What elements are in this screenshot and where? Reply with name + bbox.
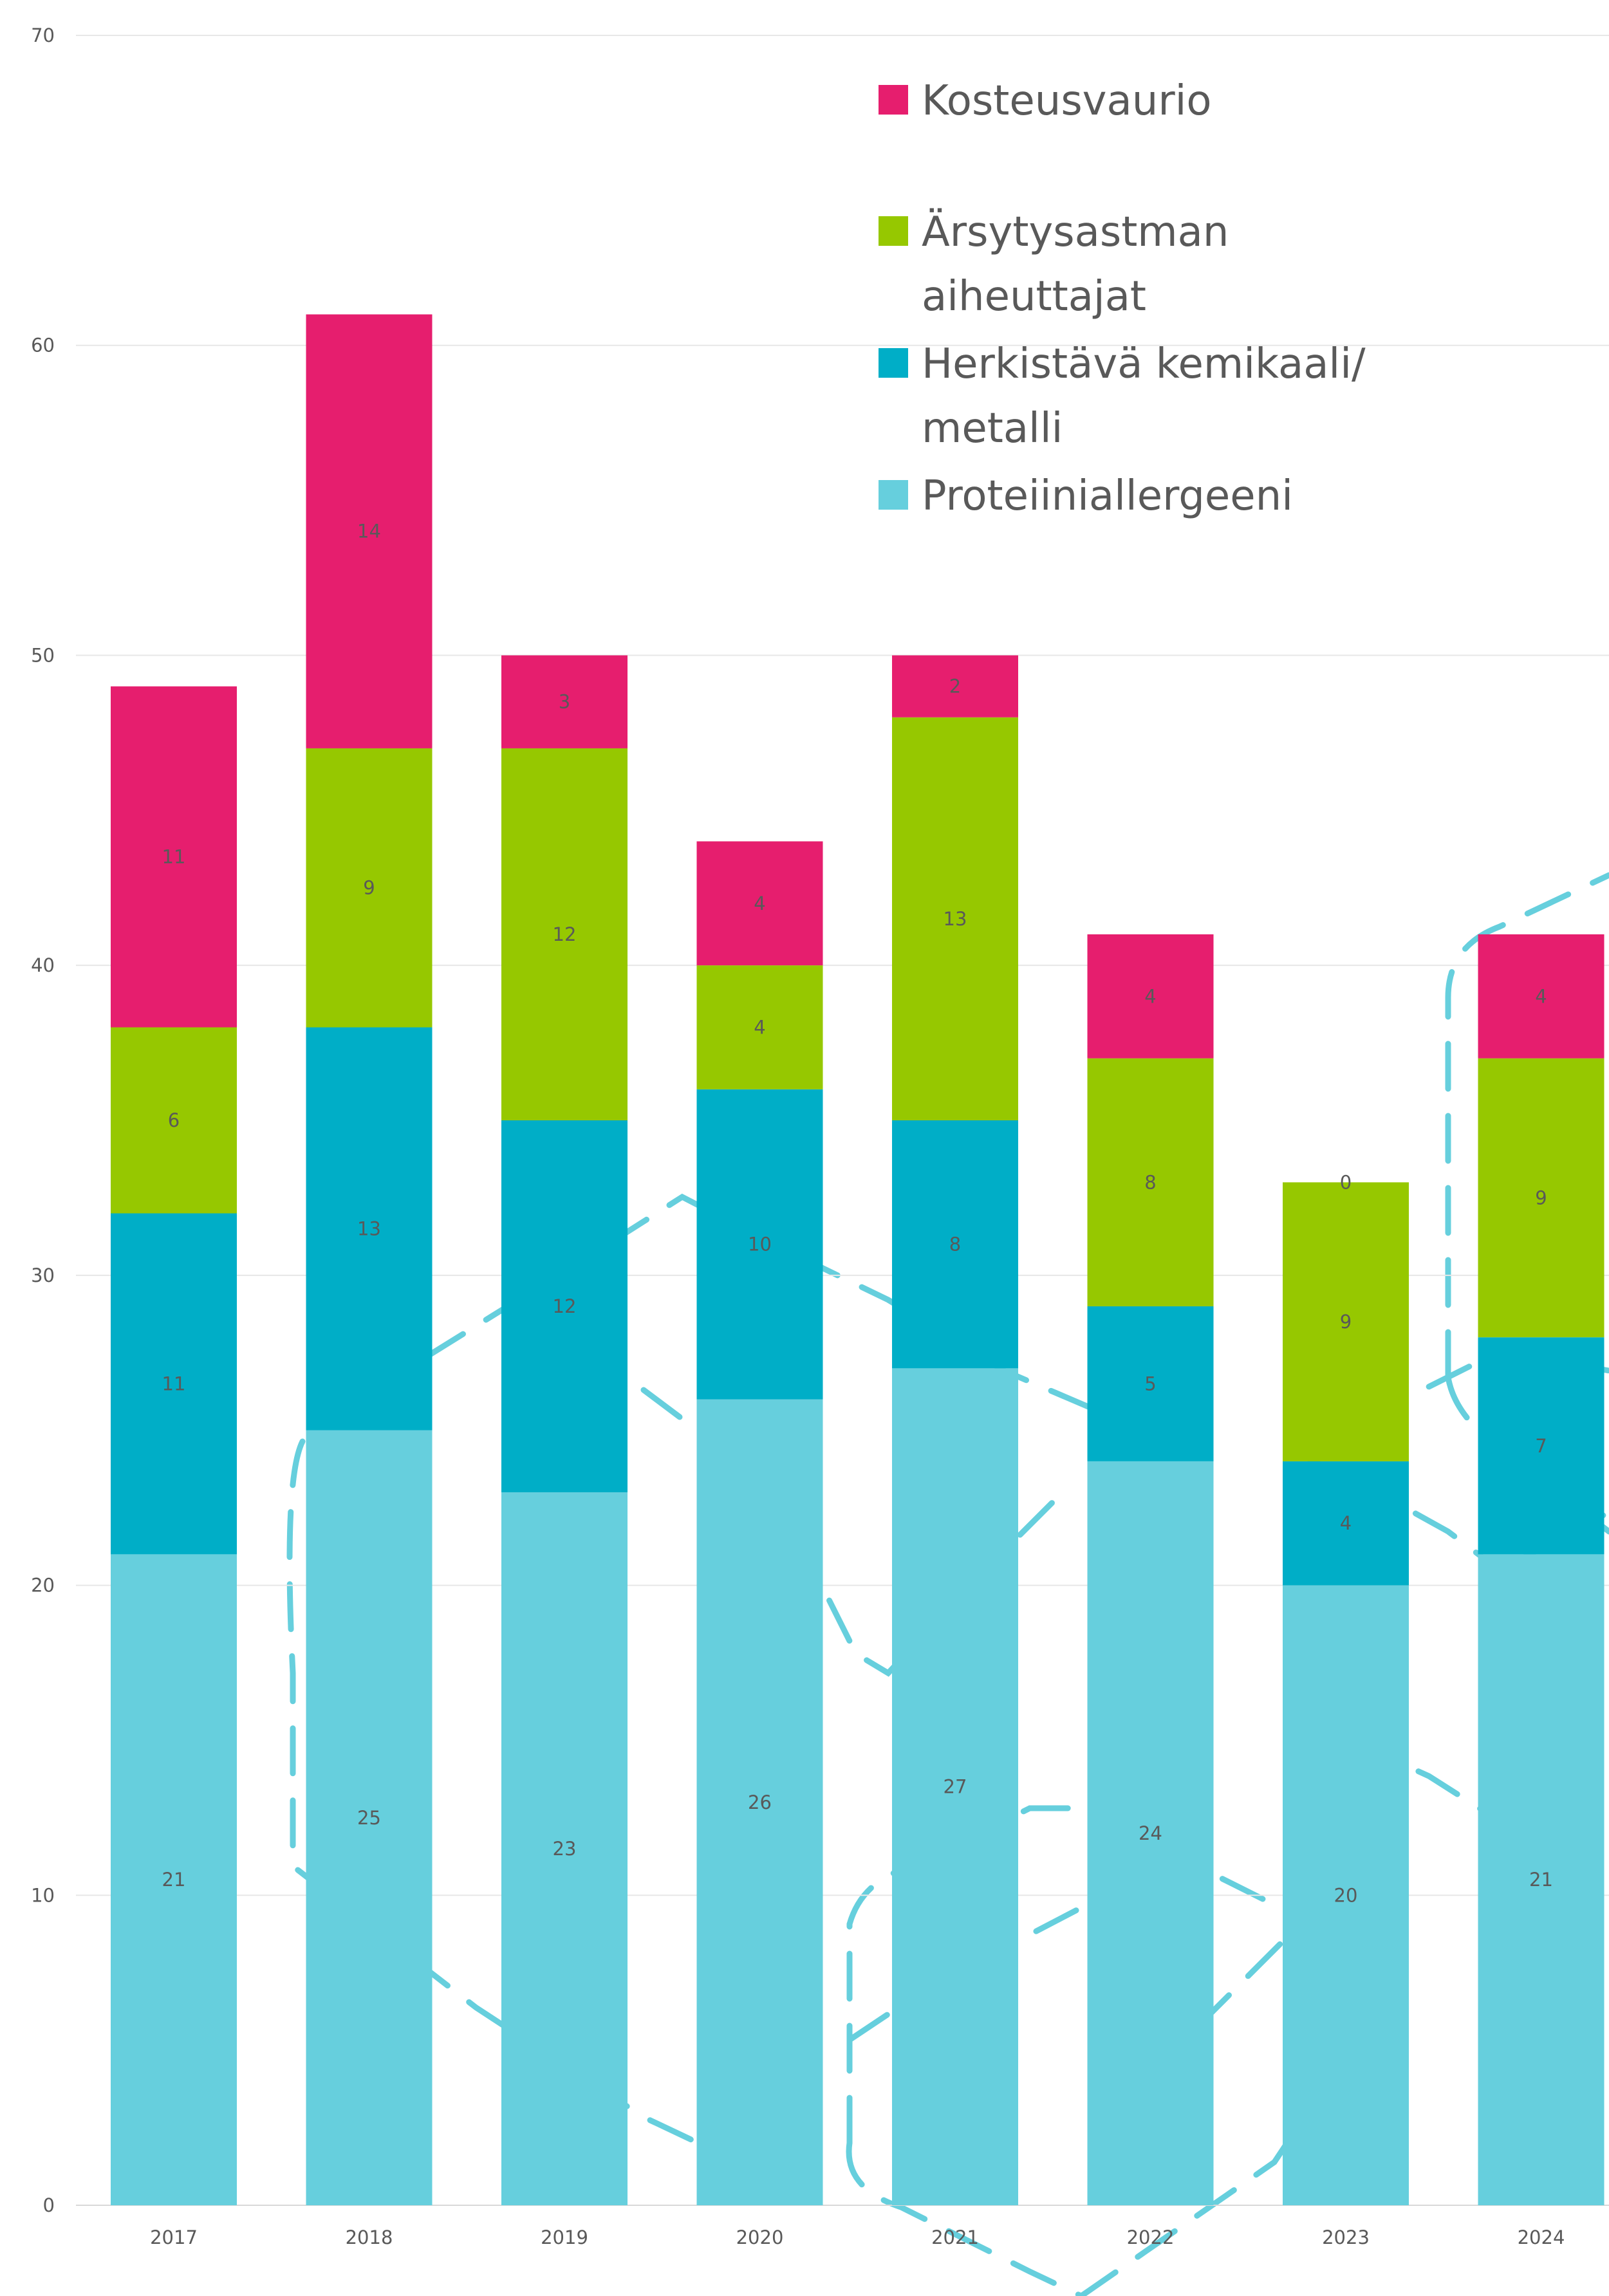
bar-segment [501,748,628,1120]
bar-segment [892,1120,1018,1369]
bar-segment [501,655,628,748]
legend-label: Kosteusvaurio [922,77,1212,125]
y-tick-label: 40 [31,954,55,976]
data-label: 14 [357,521,381,542]
x-tick-label: 2018 [346,2227,393,2248]
legend-marker [879,480,908,510]
y-axis: 0 10 20 30 40 50 60 70 [31,24,55,2216]
data-label: 20 [1334,1884,1358,1906]
bar-segment [306,748,432,1028]
data-label: 4 [1144,985,1156,1007]
x-tick-label: 2017 [150,2227,198,2248]
data-label: 23 [553,1838,577,1860]
bar-segment [111,1027,237,1214]
data-label: 21 [1529,1869,1553,1891]
bar-segment [1087,1306,1214,1461]
data-label: 11 [162,1373,186,1394]
bar-segment [111,686,237,1028]
bar-segment [501,1492,628,2205]
y-tick-label: 60 [31,335,55,356]
bar-segment [892,1368,1018,2205]
y-tick-label: 10 [31,1884,55,1906]
legend-marker [879,216,908,246]
x-tick-label: 2020 [736,2227,784,2248]
data-label: 9 [1535,1187,1547,1208]
dashed-outline-segment [1445,872,1609,1380]
bar-segment [1087,1058,1214,1307]
dashed-outline-segment [1284,1445,1503,1573]
dashed-outline-segment [286,1438,769,2178]
data-label: 26 [748,1791,772,1813]
data-label: 9 [1340,1311,1352,1333]
bar-segment [1283,1461,1409,1586]
data-label: 13 [357,1218,381,1240]
x-tick-label: 2023 [1322,2227,1370,2248]
data-label: 13 [944,908,967,930]
legend: Kosteusvaurio Ärsytysastman aiheuttajat Her… [879,77,1366,520]
bar-segment [111,1554,237,2205]
legend-label: Ärsytysastman [922,208,1229,256]
legend-marker [879,348,908,378]
legend-label: aiheuttajat [922,273,1146,320]
data-label: 27 [944,1776,967,1798]
bar-segment [696,841,823,966]
bar-segment [696,1089,823,1400]
y-tick-label: 70 [31,24,55,46]
bars: 21 11 6 11 25 13 9 14 23 12 12 3 26 10 4 4 27 8 13 2 24 5 8 4 20… [111,314,1604,2205]
data-label: 11 [162,846,186,868]
data-label: 12 [553,1295,577,1317]
legend-marker [879,85,908,115]
data-label: 12 [553,923,577,945]
data-label: 5 [1144,1373,1156,1394]
x-tick-label: 2021 [931,2227,979,2248]
bar-segment [1283,1585,1409,2205]
data-label: 21 [162,1869,186,1891]
y-tick-label: 50 [31,644,55,666]
bar-segment [1478,1337,1604,1555]
data-label: 4 [754,893,765,914]
x-axis: 2017 2018 2019 2020 2021 2022 2023 2024 [150,2227,1565,2248]
legend-label: Herkistävä kemikaali/ [922,340,1366,388]
bar-segment [1478,1554,1604,2205]
legend-label: metalli [922,405,1063,452]
bar-segment [306,1027,432,1430]
data-label: 3 [559,691,570,713]
legend-label: Proteiiniallergeeni [922,472,1293,520]
x-tick-label: 2022 [1127,2227,1175,2248]
bar-segment [111,1213,237,1555]
data-label: 8 [1144,1171,1156,1193]
data-label: 8 [949,1234,961,1255]
data-label: 10 [748,1234,772,1255]
bar-segment [1283,1182,1409,1461]
x-tick-label: 2019 [541,2227,588,2248]
dashed-outline-segment [846,2140,1290,2296]
data-label: 24 [1139,1822,1162,1844]
bar-segment [696,965,823,1089]
data-label: 6 [168,1109,180,1131]
data-label: 0 [1340,1171,1352,1193]
bar-segment [1478,934,1604,1059]
data-label: 4 [1340,1512,1352,1534]
y-tick-label: 20 [31,1575,55,1597]
data-label: 7 [1535,1435,1547,1457]
bar-segment [1087,934,1214,1059]
bar-segment [892,717,1018,1120]
bar-segment [1478,1058,1604,1338]
y-tick-label: 0 [43,2194,55,2216]
bar-segment [306,1430,432,2205]
data-label: 2 [949,676,961,698]
bar-segment [696,1399,823,2205]
bar-segment [892,655,1018,718]
data-label: 4 [754,1016,765,1038]
bar-segment [306,314,432,748]
data-label: 25 [357,1807,381,1829]
bar-segment [1087,1461,1214,2205]
data-label: 9 [363,877,375,899]
bar-segment [501,1120,628,1493]
x-tick-label: 2024 [1518,2227,1565,2248]
data-label: 4 [1535,985,1547,1007]
y-tick-label: 30 [31,1264,55,1286]
